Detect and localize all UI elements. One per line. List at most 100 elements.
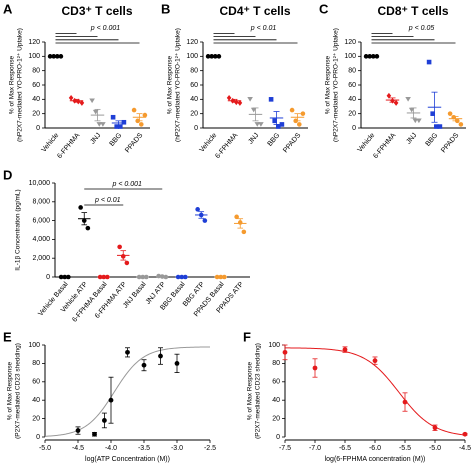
y-tick-label: 40 [190,96,198,103]
data-point [131,107,137,113]
data-point [386,92,392,99]
data-point [85,225,91,231]
y-axis-label: % of Max Response [7,362,14,421]
data-point [118,124,123,129]
data-point [125,349,130,355]
significance-label: p < 0.01 [94,197,121,204]
panel-title: CD8⁺ T cells [377,4,448,18]
x-axis-label: log(ATP Concentration (M)) [85,456,170,463]
x-tick-label: -7.5 [279,445,291,452]
data-point [462,431,468,437]
y-tick-label: 4,000 [32,236,50,243]
data-point [114,124,119,129]
panel-letter: E [3,329,12,344]
data-point [412,118,419,124]
y-tick-label: 80 [348,68,356,75]
significance-label: p < 0.001 [90,25,120,32]
data-point [121,119,127,125]
x-tick-label: BBG [267,132,282,148]
x-tick-label: BBG [109,132,124,148]
y-axis-label: % of Max Response [9,56,16,115]
y-tick-label: 120 [186,39,198,46]
y-tick-label: 20 [272,415,280,422]
data-point [96,122,103,127]
data-point [92,431,97,437]
y-tick-label: 20 [32,111,40,118]
y-axis-label: (hP2X7-mediated YO-PRO-1²⁺ Uptake) [175,28,182,142]
x-tick-label: 6-FPHMA [56,132,81,160]
significance-label: p < 0.01 [250,25,277,32]
y-tick-label: 60 [32,379,40,386]
data-point [110,114,116,120]
y-tick-label: 0 [36,125,40,132]
data-point [142,112,148,118]
data-point [372,358,378,364]
data-point [342,347,348,352]
y-tick-label: 120 [28,39,40,46]
y-tick-label: 20 [32,415,40,422]
y-tick-label: 20 [348,111,356,118]
y-tick-label: 0 [352,125,356,132]
y-axis-label: (hP2X7-mediated YO-PRO-1²⁺ Uptake) [17,28,24,142]
x-tick-label: BBG [425,132,440,148]
data-point [89,98,95,104]
y-tick-label: 0 [36,434,40,441]
panel-letter: F [243,329,251,344]
data-point [297,122,302,127]
y-tick-label: 40 [32,397,40,404]
x-tick-label: -7.0 [309,445,321,452]
y-tick-label: 100 [268,342,280,349]
data-point [258,122,264,127]
data-point [426,59,432,65]
y-tick-label: 20 [190,111,198,118]
data-point [174,361,180,366]
y-tick-label: 40 [32,96,40,103]
data-point [432,425,438,431]
y-axis-label: (P2X7-mediated CD23 shedding) [255,343,262,439]
data-point [437,124,443,129]
x-tick-label: 6-FPHMA [214,132,239,160]
y-axis-label: (P2X7-mediated CD23 shedding) [15,343,22,439]
y-tick-label: 80 [272,360,280,367]
data-point [75,428,81,433]
x-tick-label: PPADS [440,132,460,155]
x-tick-label: 6-FPHMA [372,132,397,160]
y-tick-label: 40 [348,96,356,103]
data-point [405,97,411,102]
x-tick-label: -4.5 [459,445,471,452]
panel-title: CD4⁺ T cells [219,4,290,18]
x-axis-label: log(6-FPHMA concentration (M)) [325,456,426,463]
x-tick-label: Vehicle [199,132,219,154]
panel-letter: B [161,1,170,16]
significance-label: p < 0.001 [112,181,142,188]
y-tick-label: 0 [46,274,50,281]
y-axis-label: % of Max Response [167,56,174,115]
fit-curve [44,346,211,437]
data-point [202,218,208,223]
y-axis-label: (hP2X7-mediated YO-PRO-1²⁺ Uptake) [333,28,340,142]
data-point [76,98,81,105]
x-tick-label: -3.0 [171,445,183,452]
y-axis-label: IL-1β Concentration (pg/mL) [15,189,22,270]
y-tick-label: 60 [348,82,356,89]
x-tick-label: -5.0 [429,445,441,452]
y-tick-label: 100 [344,53,356,60]
x-tick-label: JNJ [89,132,102,146]
data-point [234,214,239,220]
data-point [195,207,200,212]
data-point [226,95,232,101]
data-point [279,122,285,127]
data-point [68,95,74,101]
data-point [158,353,163,359]
y-tick-label: 0 [194,125,198,132]
x-tick-label: 6-FPHMA Basal [71,281,109,324]
x-tick-label: -6.5 [339,445,351,452]
data-point [79,100,85,106]
y-tick-label: 40 [272,397,280,404]
y-tick-label: 6,000 [32,217,50,224]
y-axis-label: % of Max Response [247,362,254,421]
data-point [416,118,422,124]
significance-label: p < 0.05 [408,25,435,32]
y-tick-label: 10,000 [29,180,51,187]
data-point [272,118,277,124]
